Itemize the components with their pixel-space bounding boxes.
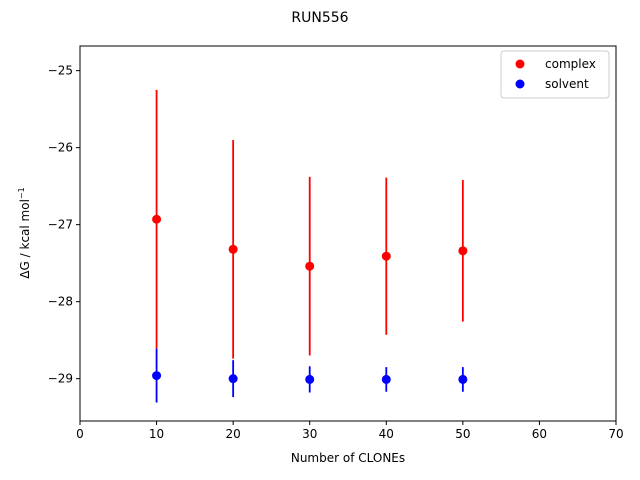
legend-marker-solvent <box>515 79 525 89</box>
complex-point <box>228 244 238 254</box>
x-tick-label: 10 <box>149 427 164 441</box>
y-tick-label: −26 <box>48 141 73 155</box>
x-tick-label: 50 <box>455 427 470 441</box>
solvent-point <box>458 374 468 384</box>
x-tick-label: 40 <box>379 427 394 441</box>
complex-point <box>152 214 162 224</box>
complex-point <box>381 251 391 261</box>
x-tick-label: 0 <box>76 427 84 441</box>
legend-label-solvent: solvent <box>545 77 589 91</box>
solvent-point <box>305 374 315 384</box>
y-tick-label: −28 <box>48 295 73 309</box>
y-axis-label: ΔG / kcal mol−1 <box>17 187 32 278</box>
solvent-point <box>381 374 391 384</box>
legend-marker-complex <box>515 59 525 69</box>
complex-point <box>305 261 315 271</box>
y-tick-label: −25 <box>48 64 73 78</box>
legend: complex solvent <box>500 50 610 99</box>
legend-label-complex: complex <box>545 57 596 71</box>
x-axis: 0 10 20 30 40 50 60 70 <box>76 421 624 441</box>
chart-title: RUN556 <box>291 10 348 26</box>
solvent-point <box>228 374 238 384</box>
plot-marks <box>152 89 468 403</box>
complex-point <box>458 246 468 256</box>
x-tick-label: 20 <box>226 427 241 441</box>
y-axis: −29 −28 −27 −26 −25 <box>48 64 80 386</box>
solvent-point <box>152 371 162 381</box>
y-axis-label-superscript: −1 <box>17 187 26 199</box>
legend-frame <box>500 50 610 99</box>
x-axis-label: Number of CLONEs <box>291 451 405 465</box>
plot-frame <box>79 45 617 422</box>
y-tick-label: −27 <box>48 218 73 232</box>
x-tick-label: 70 <box>608 427 623 441</box>
x-tick-label: 60 <box>532 427 547 441</box>
y-axis-label-main: ΔG / kcal mol <box>18 199 32 279</box>
y-tick-label: −29 <box>48 372 73 386</box>
x-tick-label: 30 <box>302 427 317 441</box>
